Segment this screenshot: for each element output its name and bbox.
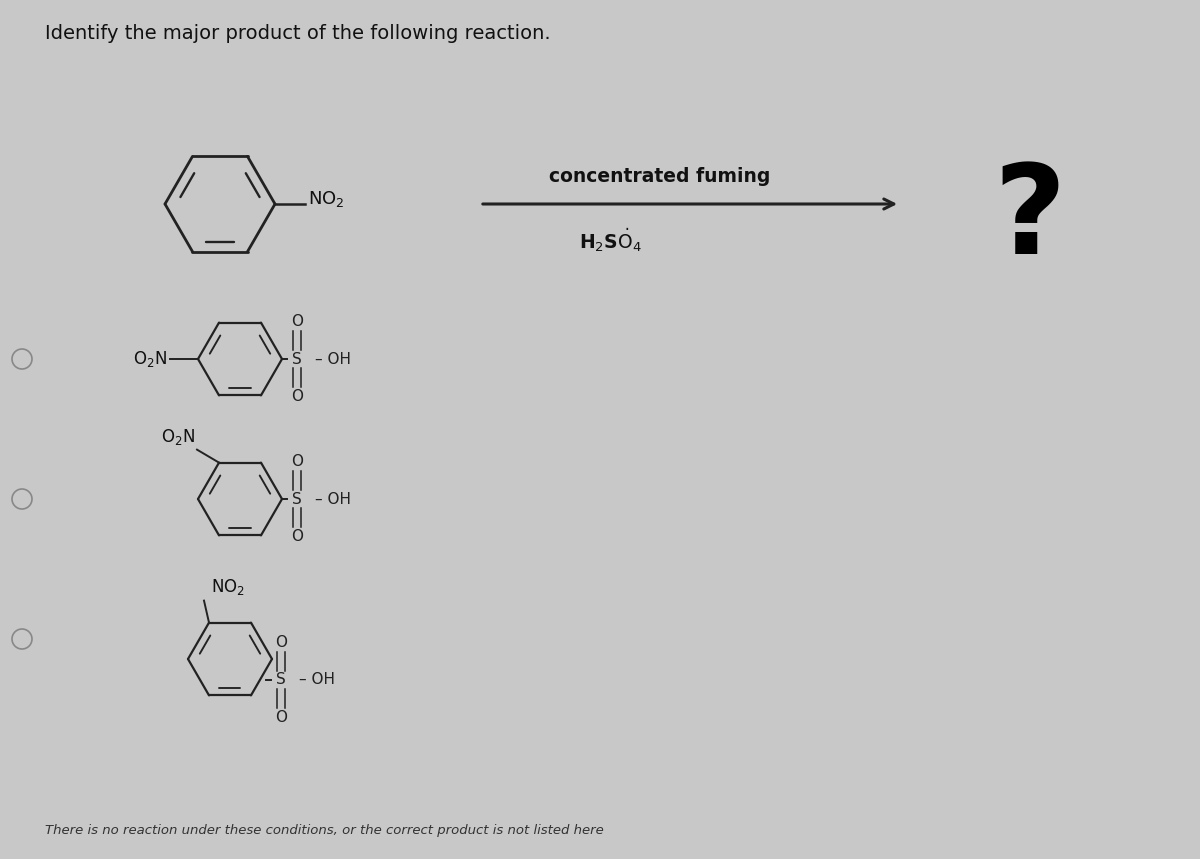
Text: O: O xyxy=(292,314,302,329)
Text: O$_2$N: O$_2$N xyxy=(161,427,194,447)
Text: NO$_2$: NO$_2$ xyxy=(211,576,245,597)
Text: S: S xyxy=(292,351,302,367)
Text: – OH: – OH xyxy=(314,491,352,507)
Text: – OH: – OH xyxy=(299,673,335,687)
Text: Identify the major product of the following reaction.: Identify the major product of the follow… xyxy=(46,24,551,43)
Text: O: O xyxy=(275,635,287,650)
Text: O: O xyxy=(292,389,302,404)
Text: S: S xyxy=(292,491,302,507)
Text: O$_2$N: O$_2$N xyxy=(133,349,167,369)
Text: S: S xyxy=(276,673,287,687)
Text: O: O xyxy=(292,529,302,544)
Text: H$_2$S$\dot{\rm O}_4$: H$_2$S$\dot{\rm O}_4$ xyxy=(578,226,642,253)
Text: O: O xyxy=(292,454,302,469)
Text: – OH: – OH xyxy=(314,351,352,367)
Text: concentrated fuming: concentrated fuming xyxy=(550,167,770,186)
Text: NO$_2$: NO$_2$ xyxy=(308,189,344,209)
Text: There is no reaction under these conditions, or the correct product is not liste: There is no reaction under these conditi… xyxy=(46,824,604,837)
Text: ?: ? xyxy=(994,159,1067,279)
Text: O: O xyxy=(275,710,287,725)
